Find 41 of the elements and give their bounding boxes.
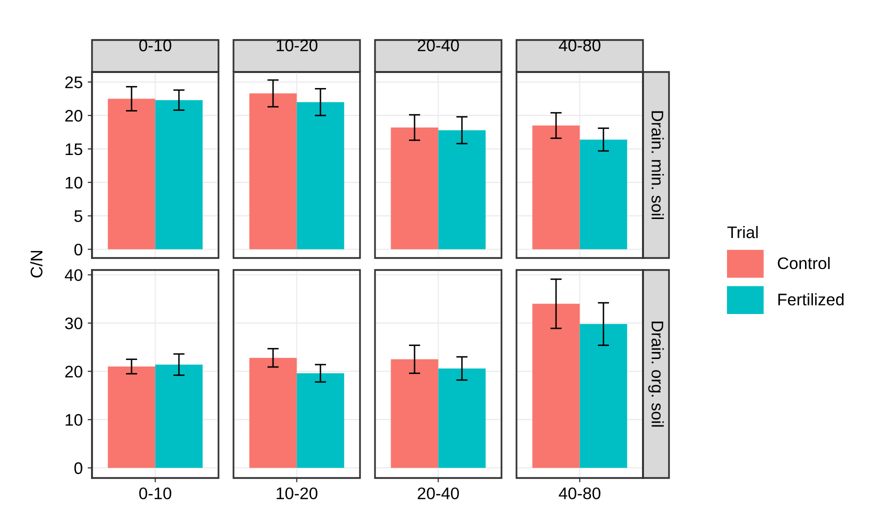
- bar: [580, 324, 628, 468]
- bar: [249, 93, 297, 250]
- bar: [296, 102, 344, 250]
- legend-title: Trial: [727, 226, 758, 238]
- y-tick-label: 30: [65, 317, 82, 330]
- y-tick-label: 25: [65, 76, 82, 88]
- bar: [155, 364, 203, 468]
- bar: [296, 373, 344, 468]
- bar: [390, 128, 438, 250]
- bar: [580, 140, 628, 250]
- y-tick-label: 20: [65, 110, 82, 122]
- bar: [438, 130, 486, 250]
- y-axis-title: C/N: [30, 251, 42, 278]
- bar: [532, 304, 580, 468]
- x-tick-label: 40-80: [558, 40, 600, 52]
- legend-label: Control: [778, 256, 830, 270]
- y-tick-label: 15: [66, 144, 82, 156]
- y-tick-label: 0: [74, 244, 82, 256]
- bar: [438, 368, 486, 468]
- x-tick-label: 40-80: [558, 487, 600, 500]
- bar: [532, 126, 580, 250]
- y-tick-label: 10: [66, 176, 82, 189]
- text: Drain. org. soil: [648, 322, 664, 427]
- y-tick-label: 0: [74, 462, 82, 474]
- y-tick-label: 40: [64, 269, 82, 282]
- bar: [249, 358, 297, 468]
- text: Drain. min. soil: [652, 111, 664, 219]
- x-tick-label: 20-40: [418, 487, 459, 500]
- bar: [108, 98, 156, 250]
- bar: [155, 100, 203, 250]
- legend-label: Fertilized: [778, 293, 844, 306]
- x-tick-label: 0-10: [139, 487, 172, 500]
- y-tick-label: 5: [74, 210, 82, 222]
- x-tick-label: 10-20: [276, 487, 318, 500]
- bar: [390, 359, 438, 468]
- x-tick-label: 10-20: [276, 40, 318, 52]
- bar: [108, 366, 156, 468]
- y-tick-label: 20: [65, 366, 82, 378]
- x-tick-label: 0-10: [139, 40, 172, 52]
- x-tick-label: 20-40: [418, 40, 459, 52]
- y-tick-label: 10: [66, 414, 82, 426]
